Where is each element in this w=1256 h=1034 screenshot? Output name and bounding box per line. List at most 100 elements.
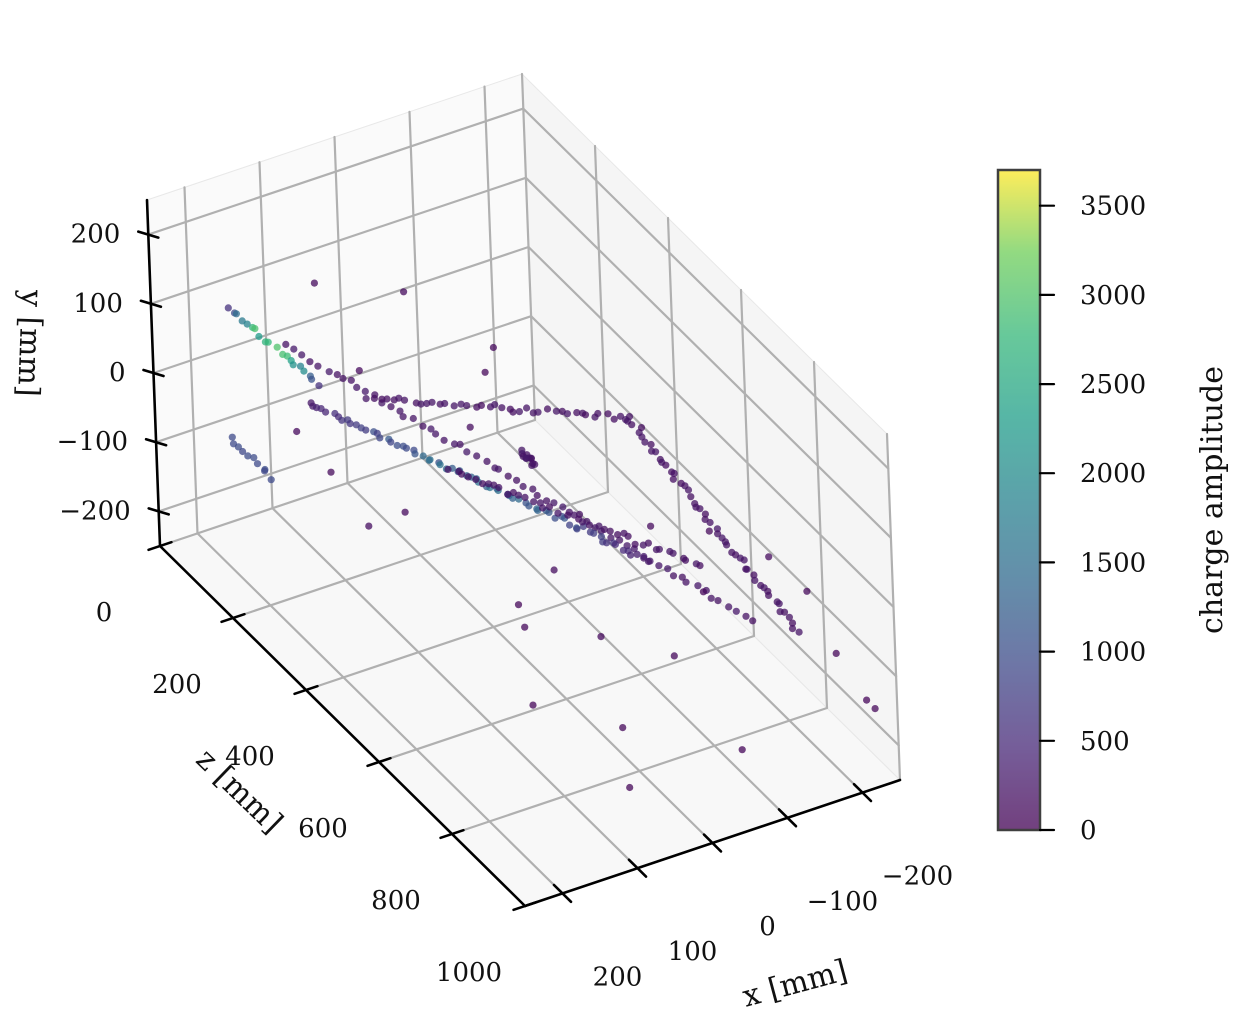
data-point xyxy=(427,425,435,433)
colorbar-label: charge amplitude xyxy=(1195,366,1230,634)
data-point xyxy=(515,408,524,416)
x-tick-label: 0 xyxy=(759,912,776,942)
data-point xyxy=(670,469,678,477)
data-point xyxy=(631,540,639,548)
data-point xyxy=(472,475,480,484)
z-tick xyxy=(147,540,173,552)
grid-line xyxy=(812,360,829,710)
data-point xyxy=(529,485,537,493)
y-axis-label: y [mm] xyxy=(10,288,49,397)
data-point xyxy=(481,368,489,376)
data-point xyxy=(644,557,653,566)
data-point xyxy=(395,394,403,402)
colorbar-gradient xyxy=(996,168,1042,832)
data-point xyxy=(682,578,690,586)
data-point xyxy=(504,490,512,498)
x-tick-label: −100 xyxy=(807,887,878,917)
data-point xyxy=(417,400,425,408)
data-point xyxy=(477,401,485,409)
data-point xyxy=(498,404,506,412)
data-point xyxy=(706,518,714,527)
grid-line xyxy=(421,456,789,819)
data-point xyxy=(489,343,497,352)
colorbar-tick-label: 0 xyxy=(1080,816,1097,846)
data-point xyxy=(228,433,236,441)
axis-lines xyxy=(137,198,902,912)
data-point xyxy=(522,454,530,462)
grid-line xyxy=(739,288,756,638)
colorbar-tick-label: 500 xyxy=(1080,727,1130,757)
colorbar: 0 500 1000 1500 2000 2500 3000 3500 charge ampl… xyxy=(996,168,1230,846)
data-point xyxy=(614,531,622,539)
data-point xyxy=(432,430,440,438)
data-point xyxy=(346,420,354,428)
y-tick-label: 200 xyxy=(71,220,121,250)
data-point xyxy=(545,508,553,516)
data-point xyxy=(347,376,355,384)
grid-line xyxy=(377,634,756,764)
y-tick-label: −100 xyxy=(57,427,128,457)
x-tick xyxy=(852,782,873,803)
data-point xyxy=(509,494,517,502)
data-point xyxy=(552,407,561,415)
data-point xyxy=(743,565,751,573)
data-point xyxy=(637,424,646,432)
data-point xyxy=(479,480,487,488)
data-point xyxy=(282,340,290,348)
data-point xyxy=(310,279,318,287)
data-point xyxy=(684,486,693,494)
data-point xyxy=(543,405,552,413)
data-point xyxy=(457,400,465,408)
data-point xyxy=(750,571,758,579)
grid-lines xyxy=(147,72,902,908)
grid-line xyxy=(158,418,537,548)
data-point xyxy=(669,549,677,557)
data-point xyxy=(662,461,670,469)
data-point xyxy=(290,345,298,353)
data-point xyxy=(419,452,427,460)
data-point xyxy=(723,541,731,549)
z-tick xyxy=(439,828,465,840)
data-point xyxy=(458,470,466,478)
colorbar-tick-label: 2000 xyxy=(1080,459,1146,489)
data-point xyxy=(466,423,474,431)
data-point xyxy=(624,532,632,540)
data-point xyxy=(399,413,407,421)
data-point xyxy=(450,440,459,448)
data-point xyxy=(402,444,410,452)
colorbar-tick-label: 3500 xyxy=(1080,192,1146,222)
data-point xyxy=(863,696,871,704)
data-point xyxy=(521,623,529,631)
data-point xyxy=(325,368,333,376)
data-point xyxy=(504,472,512,480)
data-point xyxy=(573,409,581,417)
grid-line xyxy=(522,107,890,470)
z-tick-label: 200 xyxy=(152,670,202,700)
data-point xyxy=(273,343,281,351)
x-axis-label: x [mm] xyxy=(739,953,851,1014)
tick-labels: −200−100010020002004006008001000−200−100… xyxy=(57,220,954,993)
data-point xyxy=(519,482,527,491)
data-point xyxy=(251,325,259,333)
z-tick xyxy=(366,756,392,768)
data-point xyxy=(740,556,748,564)
data-point xyxy=(871,705,879,713)
grid-line xyxy=(157,384,535,513)
data-point xyxy=(239,447,247,456)
data-point xyxy=(393,441,401,450)
grid-line xyxy=(666,216,683,566)
data-point xyxy=(788,625,797,633)
data-point xyxy=(338,416,346,424)
y-tick xyxy=(139,299,163,309)
x-tick-label: 200 xyxy=(593,962,643,992)
data-point xyxy=(641,438,649,446)
data-point xyxy=(795,628,803,636)
data-point xyxy=(264,338,272,346)
grid-line xyxy=(593,144,610,494)
data-point xyxy=(626,783,634,792)
z-tick-label: 0 xyxy=(96,598,113,628)
data-point xyxy=(543,497,551,505)
data-point xyxy=(483,457,491,465)
colorbar-tick-label: 1000 xyxy=(1080,638,1146,668)
data-point xyxy=(400,396,409,404)
